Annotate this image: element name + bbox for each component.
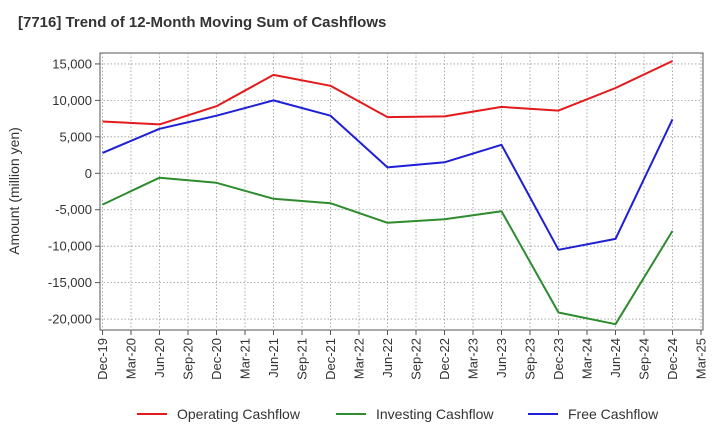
x-tick-label: Jun-24 [608, 338, 623, 378]
free-cashflow-line [102, 99, 674, 251]
x-tick-label: Dec-21 [323, 338, 338, 380]
y-tick-label: 10,000 [52, 93, 92, 108]
investing-cashflow-line [102, 176, 674, 326]
x-tick-label: Dec-19 [95, 338, 110, 380]
x-tick-label: Mar-21 [238, 338, 253, 379]
y-tick-label: -20,000 [48, 312, 92, 327]
investing-cashflow-legend-label: Investing Cashflow [376, 406, 494, 422]
series-lines [102, 60, 674, 326]
x-tick-label: Dec-24 [665, 338, 680, 380]
legend: Operating Cashflow Investing Cashflow Free… [137, 406, 659, 422]
y-tick-label: -5,000 [55, 202, 92, 217]
x-tick-label: Sep-21 [295, 338, 310, 380]
x-tick-label: Sep-22 [409, 338, 424, 380]
y-tick-label: 15,000 [52, 56, 92, 71]
y-axis-title: Amount (million yen) [6, 127, 22, 255]
x-tick-label: Mar-20 [124, 338, 139, 379]
y-tick-label: -10,000 [48, 239, 92, 254]
y-tick-label: 0 [85, 166, 92, 181]
x-tick-label: Dec-22 [437, 338, 452, 380]
y-axis-ticks: 15,000 10,000 5,000 0 -5,000 -10,000 -15,000 -2… [48, 56, 100, 327]
x-tick-label: Sep-24 [637, 338, 652, 380]
operating-cashflow-legend-label: Operating Cashflow [177, 406, 301, 422]
x-tick-label: Dec-23 [551, 338, 566, 380]
x-tick-label: Dec-20 [209, 338, 224, 380]
x-tick-label: Jun-23 [494, 338, 509, 378]
operating-cashflow-line [102, 60, 673, 126]
chart-title: [7716] Trend of 12-Month Moving Sum of C… [18, 14, 387, 31]
x-tick-label: Mar-23 [466, 338, 481, 379]
x-axis-ticks: Dec-19 Mar-20 Jun-20 Sep-20 Dec-20 Mar-21 Jun-… [95, 330, 709, 380]
x-tick-label: Sep-20 [181, 338, 196, 380]
y-tick-label: -15,000 [48, 275, 92, 290]
x-tick-label: Jun-22 [380, 338, 395, 378]
free-cashflow-legend-label: Free Cashflow [568, 406, 659, 422]
x-tick-label: Mar-24 [580, 338, 595, 379]
plot-area [99, 52, 704, 331]
x-tick-label: Jun-20 [152, 338, 167, 378]
x-tick-label: Sep-23 [523, 338, 538, 380]
x-tick-label: Mar-25 [694, 338, 709, 379]
x-tick-label: Jun-21 [266, 338, 281, 378]
y-tick-label: 5,000 [59, 129, 92, 144]
x-tick-label: Mar-22 [352, 338, 367, 379]
